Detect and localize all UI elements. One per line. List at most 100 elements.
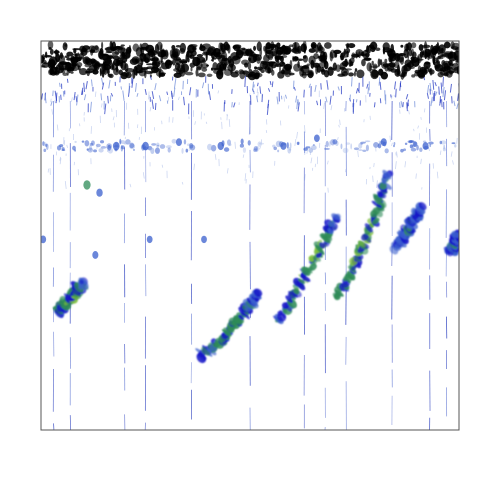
speckle bbox=[59, 158, 62, 165]
secondary-band-mark bbox=[120, 145, 125, 150]
secondary-band-mark bbox=[107, 147, 113, 154]
top-band-fringe bbox=[101, 82, 105, 90]
top-band-mark bbox=[66, 67, 70, 76]
top-band-fringe bbox=[427, 85, 430, 94]
secondary-band-mark bbox=[171, 138, 177, 144]
top-band-mark bbox=[316, 65, 322, 73]
secondary-band-mark bbox=[303, 147, 308, 151]
top-band-mark bbox=[232, 55, 241, 60]
top-band-fringe bbox=[59, 82, 61, 87]
top-band-fringe bbox=[108, 79, 111, 89]
top-band-mark bbox=[171, 45, 176, 50]
spot-mark bbox=[41, 235, 47, 244]
secondary-band-mark bbox=[286, 142, 289, 149]
top-band-mark bbox=[344, 68, 353, 71]
speckle bbox=[217, 90, 220, 94]
top-band-mark bbox=[116, 60, 121, 65]
secondary-band-mark bbox=[100, 146, 107, 149]
top-band-mark bbox=[140, 46, 148, 50]
top-band-mark bbox=[195, 68, 199, 77]
secondary-band-mark bbox=[123, 142, 128, 145]
top-band-fringe bbox=[134, 82, 137, 92]
top-band-fringe bbox=[171, 92, 173, 100]
top-band-mark bbox=[201, 67, 208, 72]
top-band-fringe bbox=[440, 82, 443, 94]
top-band-mark bbox=[41, 65, 46, 68]
trace-4-mark bbox=[351, 265, 357, 271]
top-band-mark bbox=[175, 44, 181, 48]
top-band-mark bbox=[203, 48, 211, 56]
secondary-band-mark bbox=[107, 144, 112, 151]
spot-mark bbox=[280, 142, 287, 150]
top-band-fringe bbox=[320, 83, 322, 90]
top-band-mark bbox=[121, 71, 130, 77]
speckle bbox=[413, 128, 415, 132]
speckle bbox=[283, 96, 286, 102]
top-band-mark bbox=[451, 63, 459, 71]
top-band-mark bbox=[107, 73, 113, 78]
secondary-band-mark bbox=[353, 147, 360, 151]
secondary-band-mark bbox=[258, 142, 265, 145]
secondary-band-mark bbox=[377, 143, 382, 149]
top-band-mark bbox=[306, 63, 311, 66]
top-band-mark bbox=[221, 61, 226, 67]
top-band-fringe bbox=[183, 96, 186, 106]
speckle bbox=[452, 160, 454, 165]
secondary-band-mark bbox=[91, 140, 95, 146]
top-band-fringe bbox=[316, 100, 319, 106]
top-band-mark bbox=[149, 57, 159, 62]
trace-3-mark bbox=[292, 284, 299, 291]
top-band-mark bbox=[92, 69, 99, 75]
secondary-band-mark bbox=[297, 141, 299, 146]
top-band-mark bbox=[94, 61, 100, 68]
speckle bbox=[106, 147, 109, 152]
top-band-mark bbox=[283, 47, 291, 55]
speckle bbox=[337, 137, 339, 141]
spot-mark bbox=[380, 138, 387, 147]
secondary-band-mark bbox=[342, 147, 349, 154]
top-band-mark bbox=[233, 44, 241, 52]
secondary-band-mark bbox=[439, 140, 443, 145]
speckle bbox=[94, 91, 97, 98]
top-band-fringe bbox=[295, 95, 298, 103]
spot-mark bbox=[175, 138, 182, 147]
top-band-fringe bbox=[110, 93, 114, 97]
top-band-fringe bbox=[432, 79, 435, 90]
secondary-band-mark bbox=[247, 140, 251, 146]
secondary-band-mark bbox=[273, 146, 277, 151]
secondary-band-mark bbox=[239, 143, 245, 148]
top-band-mark bbox=[260, 69, 265, 74]
secondary-band-mark bbox=[89, 144, 93, 151]
top-band-mark bbox=[424, 41, 428, 52]
top-band-fringe bbox=[261, 94, 264, 103]
top-band-mark bbox=[44, 55, 53, 58]
top-band-fringe bbox=[433, 90, 436, 102]
top-band-mark bbox=[172, 58, 176, 66]
trace-3-mark bbox=[309, 263, 317, 271]
top-band-mark bbox=[165, 60, 174, 66]
secondary-band-mark bbox=[253, 148, 258, 153]
top-band-fringe bbox=[367, 87, 370, 95]
top-band-mark bbox=[414, 71, 420, 77]
top-band-mark bbox=[112, 64, 115, 71]
top-band-fringe bbox=[432, 92, 435, 102]
top-band-mark bbox=[210, 67, 214, 71]
secondary-band-mark bbox=[332, 139, 338, 145]
secondary-band-mark bbox=[181, 147, 184, 154]
top-band-mark bbox=[396, 53, 405, 63]
top-band-fringe bbox=[442, 76, 444, 87]
top-band-mark bbox=[192, 56, 201, 67]
top-band-mark bbox=[145, 70, 154, 75]
trace-4-mark bbox=[379, 182, 387, 190]
top-band-mark bbox=[133, 65, 138, 76]
top-band-mark bbox=[268, 43, 277, 49]
trace-2-mark bbox=[238, 314, 245, 320]
secondary-band-mark bbox=[98, 148, 104, 153]
top-band-fringe bbox=[41, 93, 44, 100]
top-band-fringe bbox=[296, 101, 298, 110]
secondary-band-mark bbox=[74, 140, 77, 144]
top-band-fringe bbox=[154, 102, 157, 111]
top-band-fringe bbox=[256, 95, 259, 103]
speckle bbox=[71, 97, 73, 102]
top-band-fringe bbox=[439, 99, 442, 106]
